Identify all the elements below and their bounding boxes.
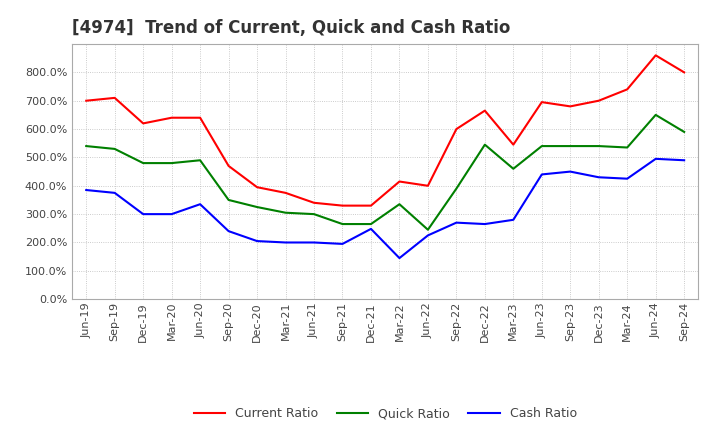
Current Ratio	[82, 98, 91, 103]
Cash Ratio	[509, 217, 518, 223]
Quick Ratio	[196, 158, 204, 163]
Cash Ratio	[196, 202, 204, 207]
Quick Ratio	[480, 142, 489, 147]
Current Ratio	[253, 184, 261, 190]
Cash Ratio	[452, 220, 461, 225]
Line: Cash Ratio: Cash Ratio	[86, 159, 684, 258]
Quick Ratio	[537, 143, 546, 149]
Quick Ratio	[310, 212, 318, 217]
Cash Ratio	[110, 190, 119, 195]
Current Ratio	[595, 98, 603, 103]
Quick Ratio	[509, 166, 518, 172]
Quick Ratio	[110, 146, 119, 151]
Current Ratio	[680, 70, 688, 75]
Quick Ratio	[225, 197, 233, 202]
Quick Ratio	[452, 186, 461, 191]
Current Ratio	[509, 142, 518, 147]
Current Ratio	[110, 95, 119, 100]
Quick Ratio	[423, 227, 432, 232]
Quick Ratio	[139, 161, 148, 166]
Cash Ratio	[595, 175, 603, 180]
Quick Ratio	[395, 202, 404, 207]
Quick Ratio	[338, 221, 347, 227]
Quick Ratio	[82, 143, 91, 149]
Current Ratio	[652, 53, 660, 58]
Cash Ratio	[652, 156, 660, 161]
Current Ratio	[282, 190, 290, 195]
Current Ratio	[196, 115, 204, 121]
Current Ratio	[338, 203, 347, 208]
Quick Ratio	[652, 112, 660, 117]
Quick Ratio	[167, 161, 176, 166]
Current Ratio	[139, 121, 148, 126]
Current Ratio	[566, 104, 575, 109]
Quick Ratio	[680, 129, 688, 135]
Current Ratio	[395, 179, 404, 184]
Cash Ratio	[537, 172, 546, 177]
Cash Ratio	[253, 238, 261, 244]
Current Ratio	[452, 126, 461, 132]
Cash Ratio	[82, 187, 91, 193]
Line: Quick Ratio: Quick Ratio	[86, 115, 684, 230]
Legend: Current Ratio, Quick Ratio, Cash Ratio: Current Ratio, Quick Ratio, Cash Ratio	[189, 403, 582, 425]
Cash Ratio	[167, 212, 176, 217]
Current Ratio	[310, 200, 318, 205]
Cash Ratio	[480, 221, 489, 227]
Current Ratio	[366, 203, 375, 208]
Cash Ratio	[566, 169, 575, 174]
Current Ratio	[225, 163, 233, 169]
Quick Ratio	[623, 145, 631, 150]
Quick Ratio	[282, 210, 290, 215]
Cash Ratio	[139, 212, 148, 217]
Quick Ratio	[566, 143, 575, 149]
Cash Ratio	[225, 228, 233, 234]
Cash Ratio	[338, 241, 347, 246]
Cash Ratio	[366, 226, 375, 231]
Current Ratio	[537, 99, 546, 105]
Cash Ratio	[423, 233, 432, 238]
Current Ratio	[623, 87, 631, 92]
Current Ratio	[480, 108, 489, 113]
Quick Ratio	[595, 143, 603, 149]
Cash Ratio	[680, 158, 688, 163]
Cash Ratio	[282, 240, 290, 245]
Current Ratio	[423, 183, 432, 188]
Current Ratio	[167, 115, 176, 121]
Quick Ratio	[366, 221, 375, 227]
Cash Ratio	[395, 256, 404, 261]
Quick Ratio	[253, 205, 261, 210]
Cash Ratio	[310, 240, 318, 245]
Cash Ratio	[623, 176, 631, 181]
Text: [4974]  Trend of Current, Quick and Cash Ratio: [4974] Trend of Current, Quick and Cash …	[72, 19, 510, 37]
Line: Current Ratio: Current Ratio	[86, 55, 684, 205]
